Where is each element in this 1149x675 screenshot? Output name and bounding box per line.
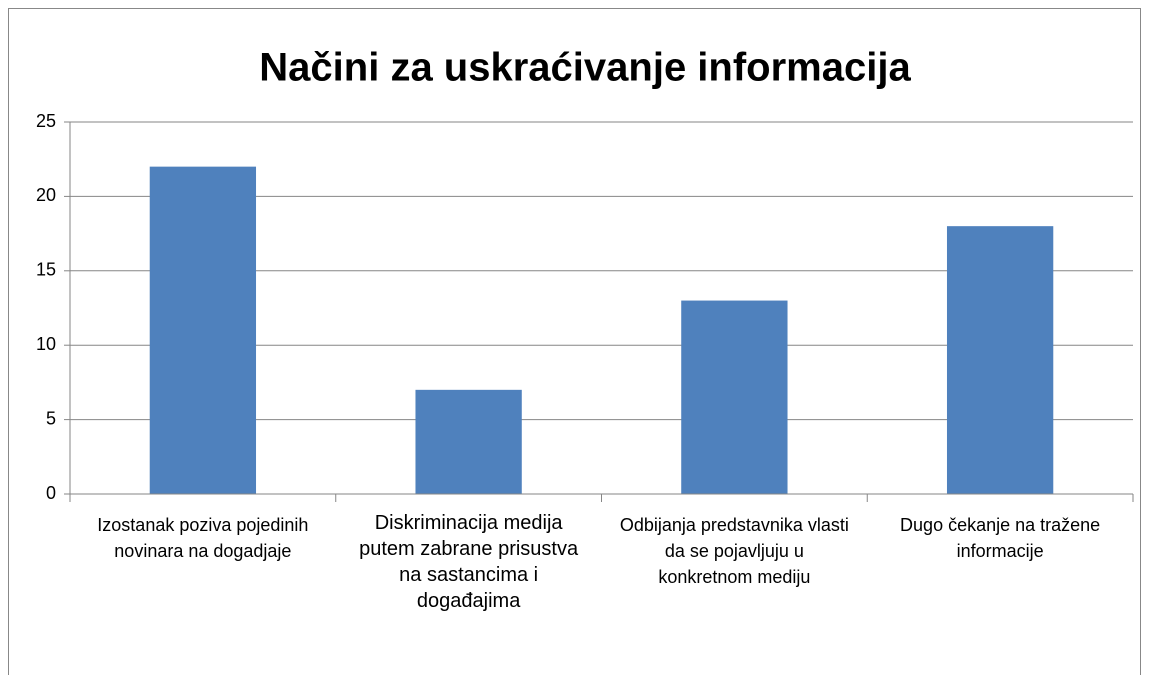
y-tick-label: 5 <box>46 408 56 428</box>
x-tick-label: Diskriminacija medija putem zabrane pris… <box>359 512 579 612</box>
bar <box>681 300 788 494</box>
y-tick-label: 0 <box>46 483 56 503</box>
bar <box>415 389 522 494</box>
x-tick-label: Izostanak poziva pojedinih novinara na d… <box>97 515 309 561</box>
y-tick-label: 15 <box>36 260 56 280</box>
y-tick-label: 25 <box>36 111 56 131</box>
x-tick-label: Odbijanja predstavnika vlasti da se poja… <box>619 515 849 587</box>
x-tick-label: Dugo čekanje na tražene informacije <box>900 515 1101 561</box>
bar <box>946 226 1054 494</box>
y-tick-label: 20 <box>36 185 56 205</box>
bar <box>149 166 257 494</box>
chart-title: Načini za uskraćivanje informacija <box>259 46 911 90</box>
chart-border <box>8 8 1141 675</box>
y-tick-label: 10 <box>36 334 56 354</box>
